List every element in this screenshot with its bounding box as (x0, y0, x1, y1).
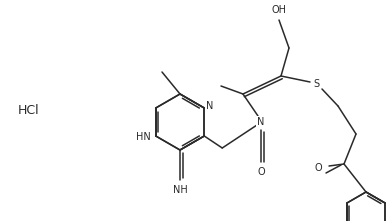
Text: HN: HN (136, 132, 151, 142)
Text: S: S (313, 79, 319, 89)
Text: OH: OH (271, 5, 287, 15)
Text: HCl: HCl (18, 103, 39, 116)
Text: O: O (314, 163, 322, 173)
Text: NH: NH (172, 185, 187, 195)
Text: O: O (257, 167, 265, 177)
Text: N: N (206, 101, 213, 111)
Text: N: N (257, 117, 265, 127)
